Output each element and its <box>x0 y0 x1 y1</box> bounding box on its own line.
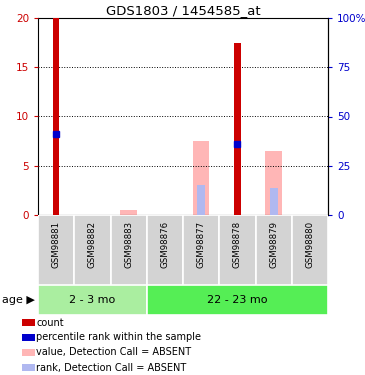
Bar <box>111 215 147 285</box>
Bar <box>74 215 111 285</box>
Bar <box>265 151 282 215</box>
Bar <box>38 215 74 285</box>
Text: GSM98878: GSM98878 <box>233 220 242 268</box>
Bar <box>292 215 328 285</box>
Text: GSM98881: GSM98881 <box>51 220 61 268</box>
Bar <box>147 285 328 315</box>
Bar <box>234 43 241 215</box>
Text: rank, Detection Call = ABSENT: rank, Detection Call = ABSENT <box>36 363 187 372</box>
Text: GSM98880: GSM98880 <box>306 220 314 268</box>
Bar <box>22 349 35 356</box>
Bar <box>197 186 205 215</box>
Bar <box>255 215 292 285</box>
Text: 2 - 3 mo: 2 - 3 mo <box>69 295 115 305</box>
Text: percentile rank within the sample: percentile rank within the sample <box>36 333 201 342</box>
Text: GSM98882: GSM98882 <box>88 220 97 268</box>
Text: count: count <box>36 318 64 327</box>
Text: GSM98883: GSM98883 <box>124 220 133 268</box>
Bar <box>193 141 209 215</box>
Title: GDS1803 / 1454585_at: GDS1803 / 1454585_at <box>106 4 260 17</box>
Text: GSM98879: GSM98879 <box>269 220 278 268</box>
Bar <box>270 188 278 215</box>
Bar <box>22 364 35 371</box>
Text: value, Detection Call = ABSENT: value, Detection Call = ABSENT <box>36 348 191 357</box>
Bar <box>219 215 255 285</box>
Bar <box>22 319 35 326</box>
Bar <box>147 215 183 285</box>
Bar <box>38 285 147 315</box>
Text: age ▶: age ▶ <box>2 295 35 305</box>
Text: GSM98876: GSM98876 <box>160 220 169 268</box>
Bar <box>120 210 137 215</box>
Bar <box>22 334 35 341</box>
Bar <box>53 18 59 215</box>
Text: GSM98877: GSM98877 <box>197 220 205 268</box>
Text: 22 - 23 mo: 22 - 23 mo <box>207 295 268 305</box>
Bar <box>183 215 219 285</box>
